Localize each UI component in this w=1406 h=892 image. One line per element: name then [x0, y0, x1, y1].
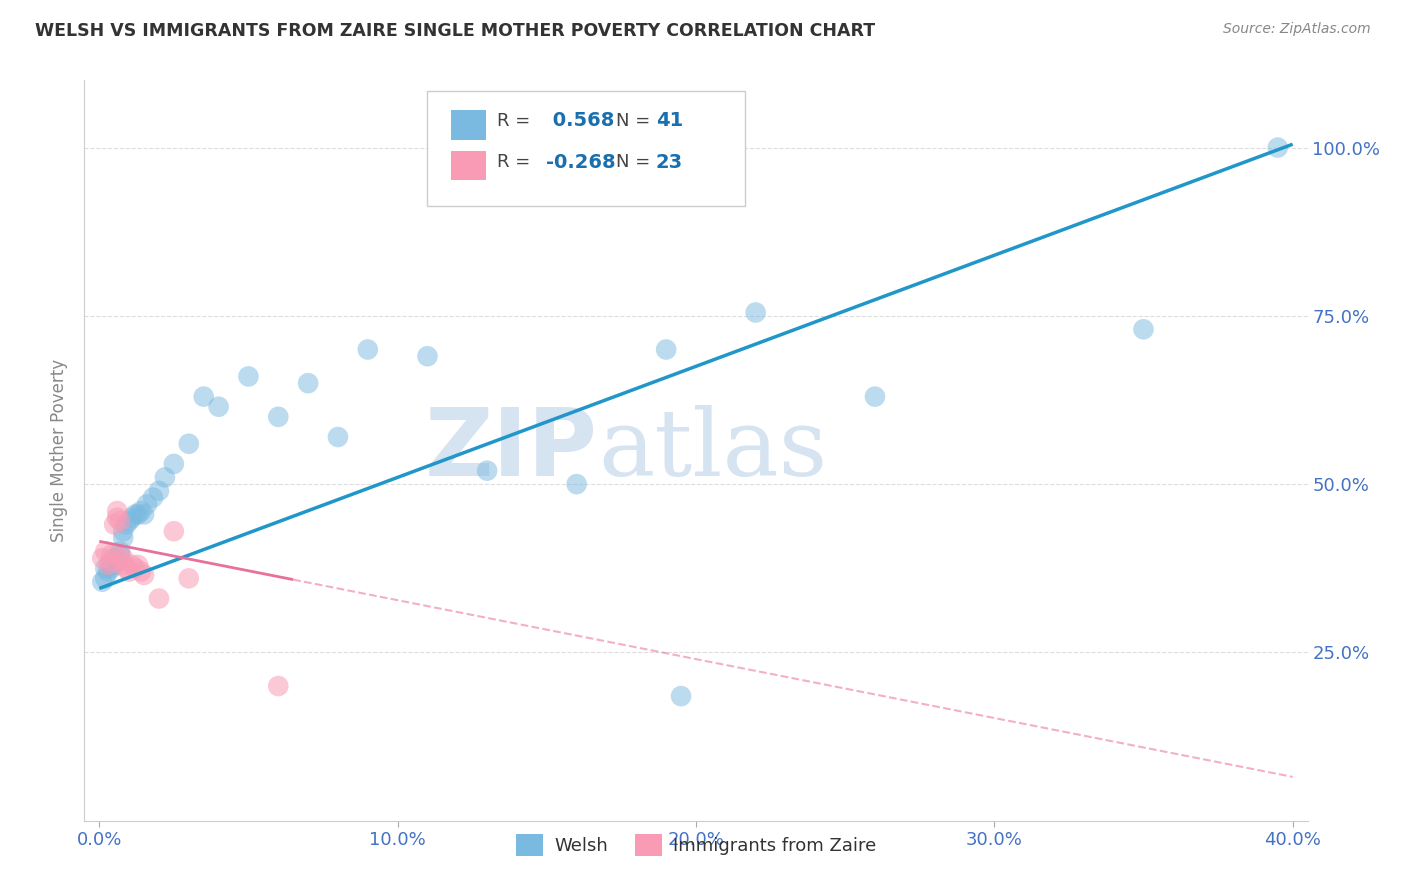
Point	[127, 558, 149, 572]
Point	[416, 349, 439, 363]
Point	[124, 508, 146, 522]
Point	[124, 561, 146, 575]
Point	[108, 544, 131, 558]
Point	[100, 561, 122, 575]
Point	[669, 689, 692, 703]
Point	[1132, 322, 1154, 336]
Text: ZIP: ZIP	[425, 404, 598, 497]
Point	[100, 555, 122, 569]
Point	[97, 558, 120, 572]
Point	[112, 558, 135, 572]
Text: atlas: atlas	[598, 406, 827, 495]
Point	[238, 369, 260, 384]
Point	[105, 504, 128, 518]
Text: Source: ZipAtlas.com: Source: ZipAtlas.com	[1223, 22, 1371, 37]
Text: R =: R =	[496, 112, 536, 130]
Point	[357, 343, 380, 357]
Text: 23: 23	[655, 153, 683, 172]
Point	[100, 558, 122, 572]
Point	[121, 558, 143, 572]
FancyBboxPatch shape	[427, 91, 745, 206]
Point	[163, 457, 186, 471]
Point	[267, 679, 290, 693]
Point	[129, 565, 152, 579]
Point	[655, 343, 678, 357]
Point	[108, 548, 131, 562]
Point	[193, 390, 215, 404]
Point	[115, 517, 138, 532]
Point	[105, 510, 128, 524]
Point	[475, 464, 498, 478]
Point	[177, 436, 200, 450]
Point	[207, 400, 229, 414]
Point	[132, 568, 155, 582]
Text: N =: N =	[616, 112, 657, 130]
Point	[94, 544, 117, 558]
Point	[91, 551, 114, 566]
Point	[115, 561, 138, 575]
Point	[112, 551, 135, 566]
Point	[94, 561, 117, 575]
Text: 0.568: 0.568	[546, 112, 614, 130]
Point	[297, 376, 319, 391]
Point	[100, 548, 122, 562]
Point	[103, 517, 125, 532]
Text: R =: R =	[496, 153, 536, 171]
Point	[863, 390, 886, 404]
Point	[97, 565, 120, 579]
Point	[163, 524, 186, 539]
Point	[1267, 140, 1289, 154]
Point	[132, 508, 155, 522]
Legend: Welsh, Immigrants from Zaire: Welsh, Immigrants from Zaire	[509, 827, 883, 863]
Point	[177, 571, 200, 585]
Point	[148, 483, 170, 498]
Point	[326, 430, 349, 444]
FancyBboxPatch shape	[451, 110, 485, 139]
Point	[103, 551, 125, 566]
Point	[565, 477, 588, 491]
Point	[136, 497, 159, 511]
Point	[112, 524, 135, 539]
Point	[118, 565, 141, 579]
Point	[267, 409, 290, 424]
Point	[744, 305, 766, 319]
Point	[127, 508, 149, 522]
Text: 41: 41	[655, 112, 683, 130]
Point	[105, 555, 128, 569]
Text: WELSH VS IMMIGRANTS FROM ZAIRE SINGLE MOTHER POVERTY CORRELATION CHART: WELSH VS IMMIGRANTS FROM ZAIRE SINGLE MO…	[35, 22, 876, 40]
Text: -0.268: -0.268	[546, 153, 616, 172]
Point	[91, 574, 114, 589]
Y-axis label: Single Mother Poverty: Single Mother Poverty	[51, 359, 69, 542]
FancyBboxPatch shape	[451, 151, 485, 180]
Point	[118, 514, 141, 528]
Point	[129, 504, 152, 518]
Text: N =: N =	[616, 153, 657, 171]
Point	[108, 551, 131, 566]
Point	[112, 531, 135, 545]
Point	[94, 571, 117, 585]
Point	[108, 514, 131, 528]
Point	[148, 591, 170, 606]
Point	[142, 491, 165, 505]
Point	[153, 470, 176, 484]
Point	[121, 510, 143, 524]
Point	[103, 558, 125, 572]
